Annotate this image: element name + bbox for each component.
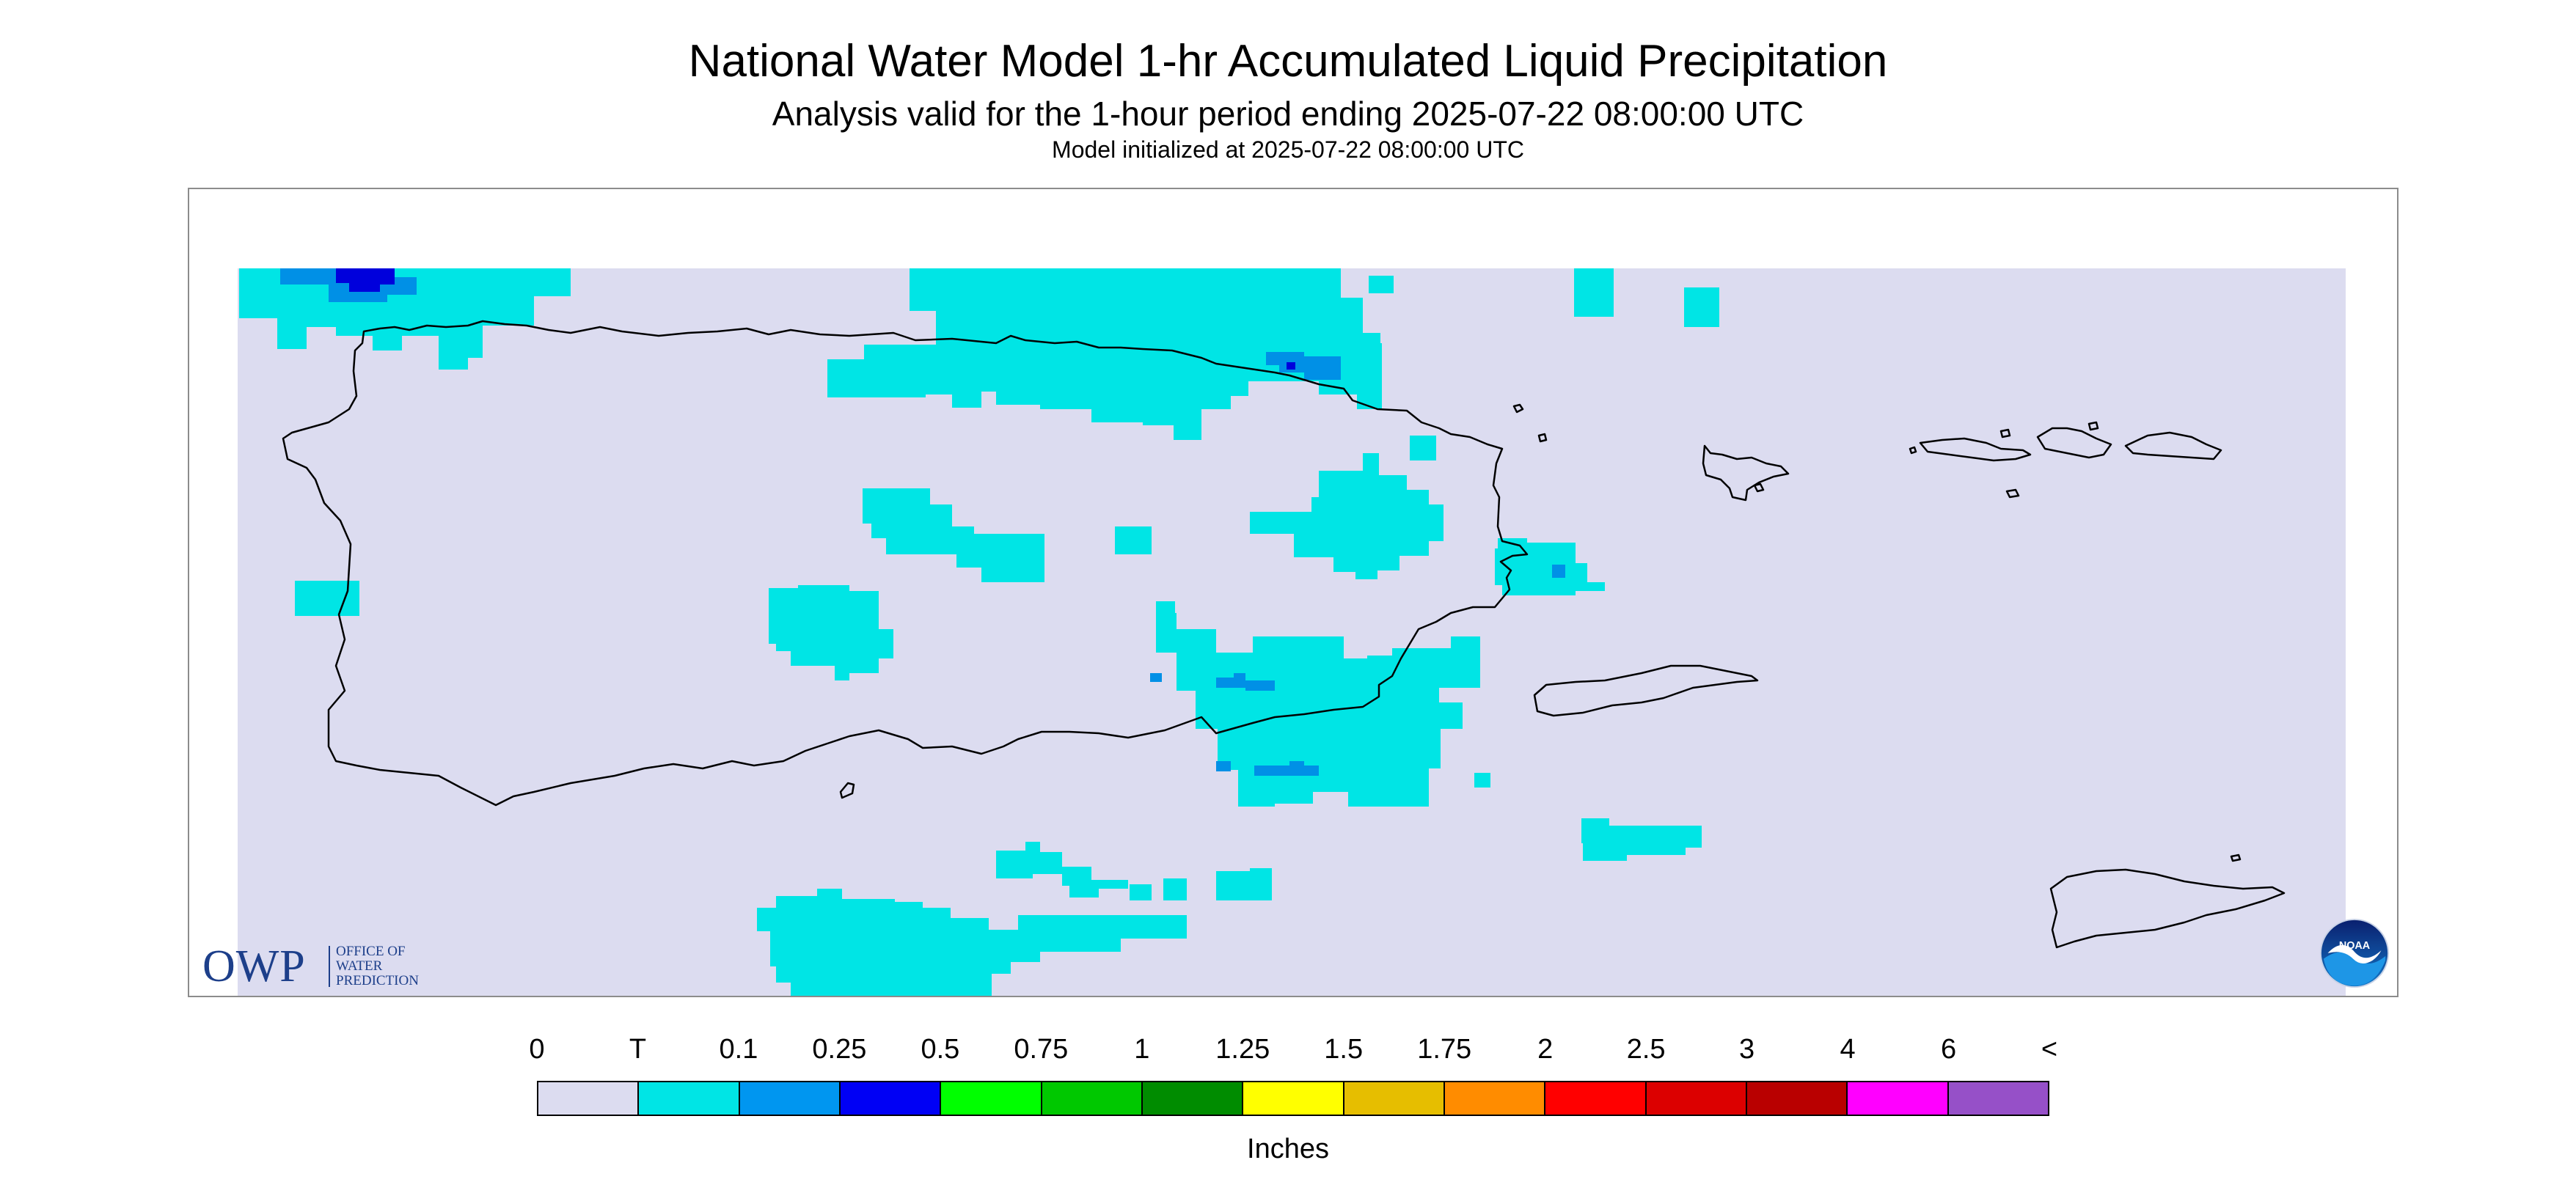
precipitation-map [238,268,2346,996]
precip-cell-southeast-small-2 [1474,773,1490,788]
colorbar-unit: Inches [1247,1134,1329,1164]
model-domain [238,268,2346,996]
precip-cell-west-coast [295,581,359,616]
owp-logo-name: OFFICE OF WATER PREDICTION [336,944,446,988]
islet-4 [1909,446,1917,455]
colorbar-label: 0.25 [812,1034,867,1065]
precip-cell-west-interior [769,585,893,680]
colorbar-swatch [639,1082,740,1115]
owp-logo-mark: OWP [202,941,306,991]
colorbar-swatch [1646,1082,1747,1115]
colorbar-label: 0.75 [1014,1034,1069,1065]
colorbar-label: 1.75 [1417,1034,1472,1065]
map-panel: OWP OFFICE OF WATER PREDICTION NOAA [188,188,2398,997]
precip-cell-central-small [1115,526,1152,554]
colorbar-label: 1 [1134,1034,1150,1065]
map-title: National Water Model 1-hr Accumulated Li… [688,36,1888,87]
precip-cell-south-1 [996,842,1128,897]
precip-cell-central-north [863,488,1044,582]
colorbar-swatch [538,1082,640,1115]
owp-logo-divider [329,946,330,987]
st-john-coastline [2036,427,2112,459]
colorbar-label: 2 [1537,1034,1554,1065]
owp-name-line: PREDICTION [336,973,419,988]
precip-cell-south-offshore [1581,818,1702,861]
colorbar-swatch [1142,1082,1244,1115]
precip-cell-south-3 [1163,878,1187,900]
owp-logo: OWP OFFICE OF WATER PREDICTION [202,940,452,993]
precip-moderate-areas [336,268,1295,370]
colorbar-label: 6 [1940,1034,1957,1065]
islet-3 [1753,482,1765,493]
mona-island-coastline [839,782,855,799]
map-subtitle: Analysis valid for the 1-hour period end… [772,95,1804,133]
vieques-coastline [1533,664,1759,717]
colorbar-label: 4 [1840,1034,1856,1065]
precip-cell-northeast-small-2 [1410,436,1436,460]
precip-cell-north-central [827,268,1382,440]
precip-cell-southwest-large [757,889,1187,996]
precip-cell-north-offshore-2 [1684,287,1719,327]
precip-cell-north-coast [989,372,1025,386]
colorbar-swatch [840,1082,942,1115]
st-croix-coastline [2049,868,2286,949]
colorbar-label: 1.5 [1324,1034,1364,1065]
precip-cell-east-coast [1495,538,1605,595]
precip-cell-southeast-main [1156,601,1463,807]
colorbar-swatch [1042,1082,1143,1115]
precip-light-southeast-1 [1150,673,1162,682]
precip-moderate-northwest [336,268,395,292]
colorbar-swatch [1848,1082,1949,1115]
owp-name-line: WATER [336,958,383,974]
precip-light-north-coast [1266,352,1341,380]
coastlines [282,320,2286,949]
islet-1 [1512,403,1524,414]
precip-light-southeast-2 [1216,673,1275,691]
colorbar-swatch [1444,1082,1546,1115]
colorbar-labels: 0 T 0.1 0.25 0.5 0.75 1 1.25 1.5 1.75 2 … [0,1034,2576,1071]
st-thomas-coastline [1919,437,2032,462]
precip-light-east [1552,565,1565,578]
culebra-coastline [1702,444,1790,502]
model-init-line: Model initialized at 2025-07-22 08:00:00… [1052,136,1524,163]
noaa-emblem-icon: NOAA [2319,918,2390,988]
colorbar-label: 0.5 [921,1034,960,1065]
colorbar-label: T [629,1034,647,1065]
precip-cell-northwest [239,268,571,370]
islet-7 [1999,428,2011,438]
colorbar-swatch [739,1082,841,1115]
precip-colorbar [537,1081,2049,1116]
islet-8 [2230,854,2242,862]
colorbar-swatch [941,1082,1042,1115]
islet-5 [2005,488,2020,499]
precip-cell-south-2 [1130,884,1152,900]
puerto-rico-coastline [282,320,1529,807]
colorbar-swatch [1545,1082,1647,1115]
precip-cell-southeast-small-1 [1451,636,1480,688]
colorbar-swatch [1948,1082,2048,1115]
colorbar-swatch [1243,1082,1344,1115]
precip-cell-central-east [1250,453,1443,579]
colorbar-label: 0 [529,1034,545,1065]
noaa-logo-text: NOAA [2339,940,2371,952]
precip-moderate-north-coast [1287,362,1295,370]
colorbar-swatch [1746,1082,1848,1115]
colorbar-label: < [2041,1034,2058,1065]
colorbar-label: 1.25 [1215,1034,1270,1065]
precip-trace-areas [239,268,1719,996]
precip-light-southeast-3 [1216,761,1231,771]
precip-cell-south-4 [1216,868,1272,900]
precip-cell-northeast-small-1 [1369,276,1394,293]
tortola-coastline [2124,431,2222,460]
islet-6 [2087,421,2099,431]
colorbar-label: 3 [1739,1034,1755,1065]
colorbar-label: 0.1 [719,1034,758,1065]
islet-2 [1537,433,1548,443]
colorbar-swatch [1344,1082,1445,1115]
precip-cell-north-offshore-1 [1574,268,1614,317]
colorbar-label: 2.5 [1626,1034,1666,1065]
owp-name-line: OFFICE OF [336,944,406,959]
precip-light-southeast-4 [1254,761,1319,776]
